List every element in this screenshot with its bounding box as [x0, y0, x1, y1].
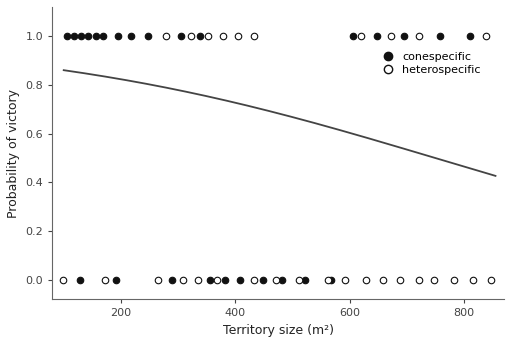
Point [58, 277, 66, 283]
Point [469, 277, 477, 283]
Point [357, 33, 365, 39]
Point [487, 277, 496, 283]
Point [373, 33, 381, 39]
Point [194, 277, 202, 283]
Point [482, 33, 490, 39]
Point [295, 277, 304, 283]
Point [114, 33, 122, 39]
Point [379, 277, 387, 283]
Point [177, 33, 185, 39]
Y-axis label: Probability of victory: Probability of victory [7, 89, 20, 218]
Point [301, 277, 309, 283]
Point [236, 277, 244, 283]
Point [204, 33, 212, 39]
Point [187, 33, 195, 39]
Point [362, 277, 370, 283]
Point [161, 33, 170, 39]
Point [144, 33, 152, 39]
Point [84, 33, 92, 39]
Point [278, 277, 286, 283]
Point [259, 277, 267, 283]
Point [112, 277, 121, 283]
Point [205, 277, 214, 283]
Point [249, 277, 258, 283]
Point [91, 33, 100, 39]
Legend: conespecific, heterospecific: conespecific, heterospecific [372, 47, 485, 80]
Point [327, 277, 335, 283]
Point [400, 33, 408, 39]
Point [415, 33, 424, 39]
Point [466, 33, 474, 39]
Point [349, 33, 357, 39]
Point [154, 277, 162, 283]
Point [62, 33, 71, 39]
Point [70, 33, 78, 39]
Point [196, 33, 204, 39]
Point [213, 277, 221, 283]
Point [221, 277, 229, 283]
Point [77, 33, 85, 39]
Point [341, 277, 349, 283]
Point [168, 277, 176, 283]
Point [324, 277, 332, 283]
Point [127, 33, 135, 39]
X-axis label: Territory size (m²): Territory size (m²) [223, 324, 334, 337]
Point [436, 33, 444, 39]
Point [178, 277, 187, 283]
Point [234, 33, 242, 39]
Point [396, 277, 404, 283]
Point [219, 33, 227, 39]
Point [76, 277, 84, 283]
Point [450, 277, 458, 283]
Point [99, 33, 107, 39]
Point [387, 33, 395, 39]
Point [101, 277, 109, 283]
Point [430, 277, 438, 283]
Point [415, 277, 424, 283]
Point [272, 277, 281, 283]
Point [249, 33, 258, 39]
